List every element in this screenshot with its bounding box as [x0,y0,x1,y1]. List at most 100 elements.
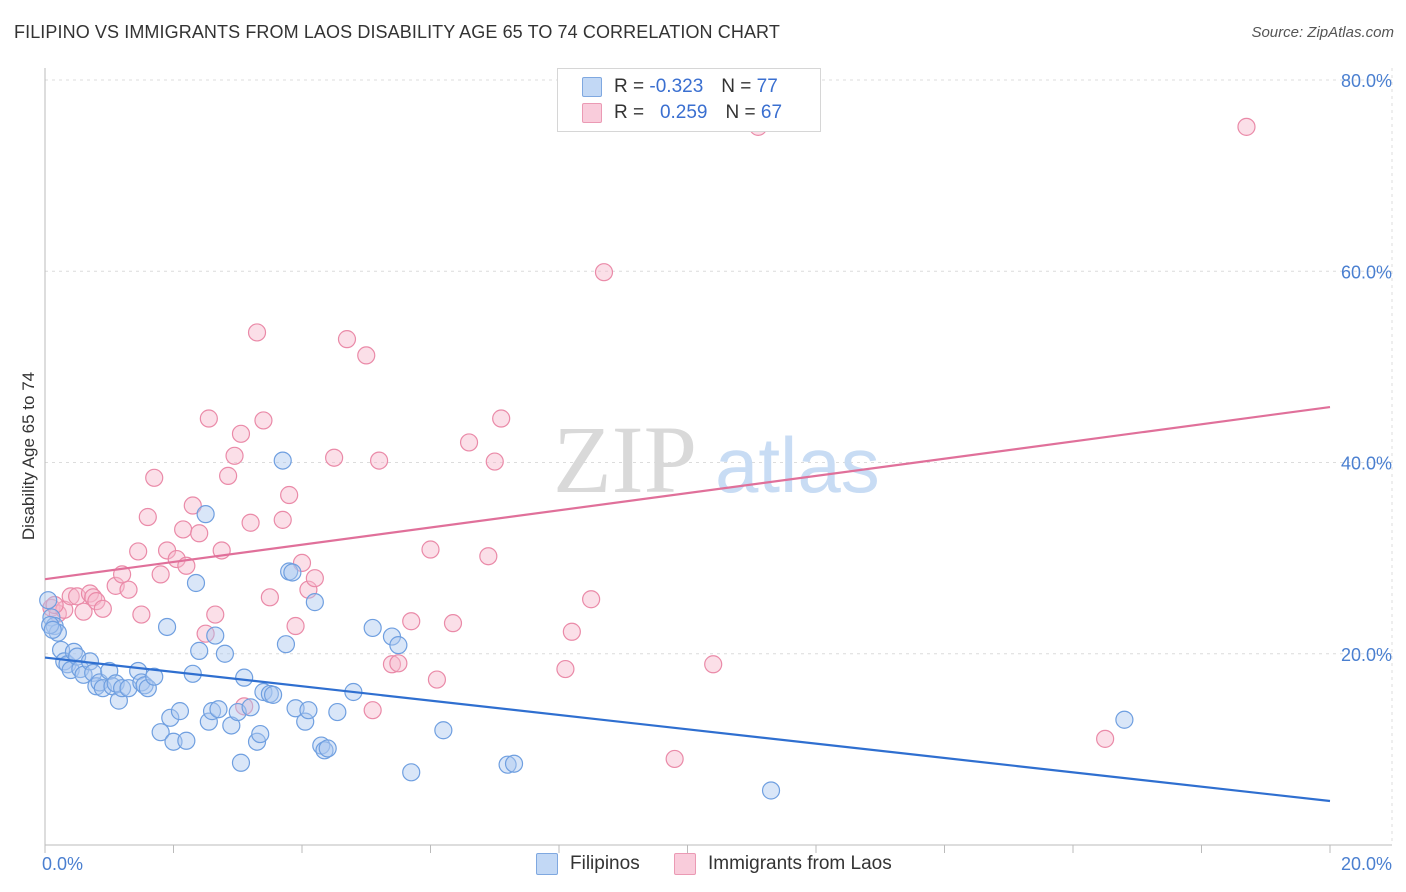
laos-point-19 [167,549,186,569]
filipinos-point-69 [402,763,421,782]
filipinos-point-75 [41,615,60,635]
filipinos-point-72 [504,754,524,773]
laos-point-30 [231,424,251,443]
filipinos-point-38 [199,712,218,731]
laos-point-5 [74,602,93,621]
watermark-atlas: atlas [715,421,880,509]
watermark-zip: ZIP [553,406,697,513]
watermark: ZIP atlas [553,406,880,513]
y-tick-label-3: 80.0% [1341,71,1392,91]
laos-point-38 [286,616,305,636]
y-tick-label-0: 20.0% [1341,645,1392,665]
bottom-legend-laos: Immigrants from Laos [674,851,892,877]
trend-lines [44,405,1331,803]
laos-point-41 [305,569,324,588]
laos-point-47 [382,655,402,674]
bottom-legend-swatch-blue [536,853,558,875]
filipinos-point-32 [170,702,190,721]
legend-row-laos: R = 0.259 N = 67 [582,101,782,125]
laos-point-17 [151,565,170,584]
laos-point-9 [93,599,112,618]
y-tick-label-1: 40.0% [1341,454,1392,474]
filipinos-trend-line [44,656,1331,803]
filipinos-point-35 [186,573,206,593]
laos-point-32 [241,513,260,532]
x-tick-label-0: 0.0% [42,854,83,874]
filipinos-point-66 [363,618,382,638]
laos-point-39 [292,553,312,573]
laos-point-15 [138,507,157,527]
axes [44,68,1392,853]
laos-trend-line [44,405,1331,581]
chart-title: FILIPINO VS IMMIGRANTS FROM LAOS DISABIL… [14,22,780,42]
laos-point-64 [1096,729,1115,748]
laos-point-37 [280,485,299,505]
filipinos-point-70 [434,721,453,740]
laos-point-53 [459,433,479,452]
laos-point-45 [363,701,382,720]
filipinos-point-52 [263,685,283,704]
laos-point-29 [225,446,244,465]
legend-swatch-pink [582,103,602,123]
legend-r-value: -0.323 [649,76,704,97]
filipinos-point-46 [235,668,254,687]
bottom-legend-label: Filipinos [570,853,640,874]
filipinos-point-62 [315,741,334,760]
laos-point-16 [145,468,164,487]
filipinos-point-27 [145,667,164,686]
laos-point-13 [129,542,148,561]
laos-point-48 [389,654,408,673]
legend-r-value: 0.259 [659,102,708,123]
legend-r-label: R = [614,76,645,97]
filipinos-point-76 [43,620,62,639]
laos-point-22 [183,496,202,515]
bottom-legend-label: Immigrants from Laos [708,853,892,874]
filipinos-point-0 [39,591,58,610]
filipinos-point-39 [202,702,222,721]
laos-point-35 [260,588,279,607]
laos-point-3 [61,587,80,606]
filipinos-point-31 [164,732,183,751]
y-tick-label-2: 60.0% [1341,262,1392,282]
filipinos-point-42 [215,644,234,663]
bottom-legend-swatch-pink [674,853,696,875]
series-immigrants-from-laos-points [42,117,1256,769]
legend-r-label: R = [614,102,645,123]
legend-n-value: 77 [756,76,778,97]
laos-point-44 [357,346,376,365]
laos-point-57 [556,659,575,679]
laos-point-59 [582,590,601,609]
bottom-legend-filipinos: Filipinos [536,851,640,877]
filipinos-point-59 [299,701,318,720]
filipinos-point-71 [498,755,517,774]
filipinos-point-41 [209,700,228,719]
filipinos-point-49 [251,724,270,744]
y-axis-label: Disability Age 65 to 74 [19,372,38,540]
laos-point-34 [254,411,273,430]
filipinos-point-73 [761,781,781,800]
filipinos-point-3 [48,623,67,642]
laos-point-58 [562,622,581,641]
laos-point-62 [704,655,723,674]
correlation-legend: R = -0.323 N = 77 R = 0.259 N = 67 [557,68,821,132]
tick-labels: 20.0% 40.0% 60.0% 80.0% 0.0% 20.0% [42,71,1392,874]
x-tick-label-1: 20.0% [1341,854,1392,874]
filipinos-point-60 [305,593,324,612]
laos-point-33 [247,323,267,342]
laos-point-20 [174,520,193,539]
laos-point-56 [492,409,511,428]
laos-point-55 [485,452,504,471]
filipinos-point-45 [231,753,251,772]
legend-n-label: N = [721,76,752,97]
legend-swatch-blue [582,77,602,97]
laos-point-60 [594,263,614,282]
filipinos-point-53 [273,451,292,470]
laos-point-52 [443,614,463,633]
legend-n-label: N = [725,102,756,123]
laos-point-26 [206,605,225,624]
laos-point-42 [325,448,344,467]
laos-point-61 [665,749,684,769]
legend-n-value: 67 [760,102,783,123]
filipinos-point-47 [241,698,260,717]
